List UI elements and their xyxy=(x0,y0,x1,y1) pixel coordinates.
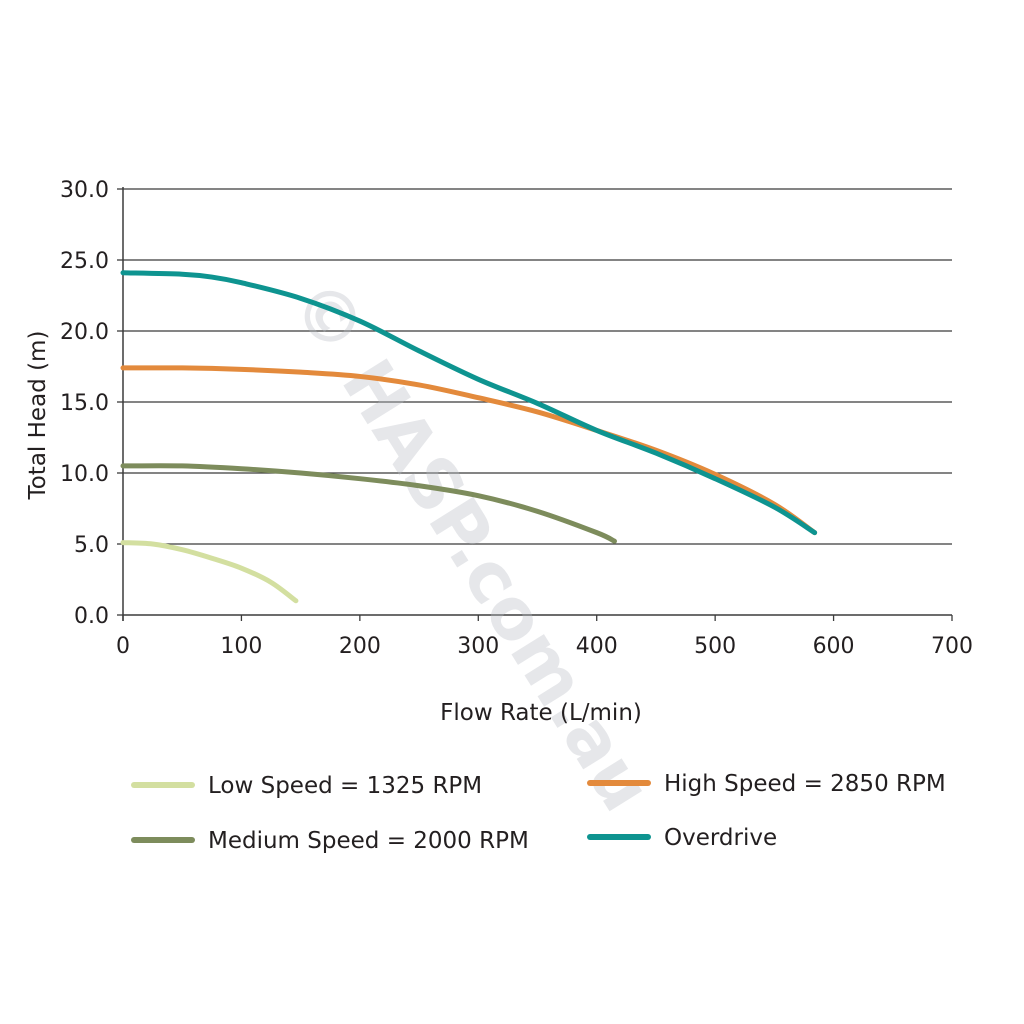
y-tick-label: 0.0 xyxy=(74,604,109,629)
x-tick-label: 0 xyxy=(116,634,130,659)
legend-label: Low Speed = 1325 RPM xyxy=(208,773,482,799)
series-line-2 xyxy=(120,463,617,544)
x-tick-label: 700 xyxy=(931,634,973,659)
x-tick-label: 600 xyxy=(813,634,855,659)
legend: Low Speed = 1325 RPM Medium Speed = 2000 … xyxy=(131,771,946,854)
y-tick-label: 5.0 xyxy=(74,533,109,558)
y-tick-label: 15.0 xyxy=(60,391,109,416)
x-axis-label: Flow Rate (L/min) xyxy=(440,700,642,726)
y-tick-label: 30.0 xyxy=(60,178,109,203)
y-tick-label: 25.0 xyxy=(60,249,109,274)
gridlines xyxy=(123,188,952,545)
y-axis-label: Total Head (m) xyxy=(25,331,51,501)
watermark: © HASP.com.au xyxy=(276,266,668,826)
series-lines xyxy=(120,270,818,604)
y-tick-label: 20.0 xyxy=(60,320,109,345)
x-tick-label: 100 xyxy=(220,634,262,659)
series-line-3 xyxy=(120,365,818,536)
legend-label: Medium Speed = 2000 RPM xyxy=(208,828,529,854)
x-tick-label: 400 xyxy=(576,634,618,659)
series-line-4 xyxy=(120,270,818,536)
legend-label: Overdrive xyxy=(664,825,777,851)
series-line-1 xyxy=(120,540,299,604)
x-tick-label: 500 xyxy=(694,634,736,659)
x-tick-label: 200 xyxy=(339,634,381,659)
x-tick-label: 300 xyxy=(457,634,499,659)
legend-label: High Speed = 2850 RPM xyxy=(664,771,946,797)
axes xyxy=(117,187,953,621)
tick-labels: 0.0 5.0 10.0 15.0 20.0 25.0 30.0 0 100 200 300 400 5… xyxy=(60,178,973,659)
y-tick-label: 10.0 xyxy=(60,462,109,487)
